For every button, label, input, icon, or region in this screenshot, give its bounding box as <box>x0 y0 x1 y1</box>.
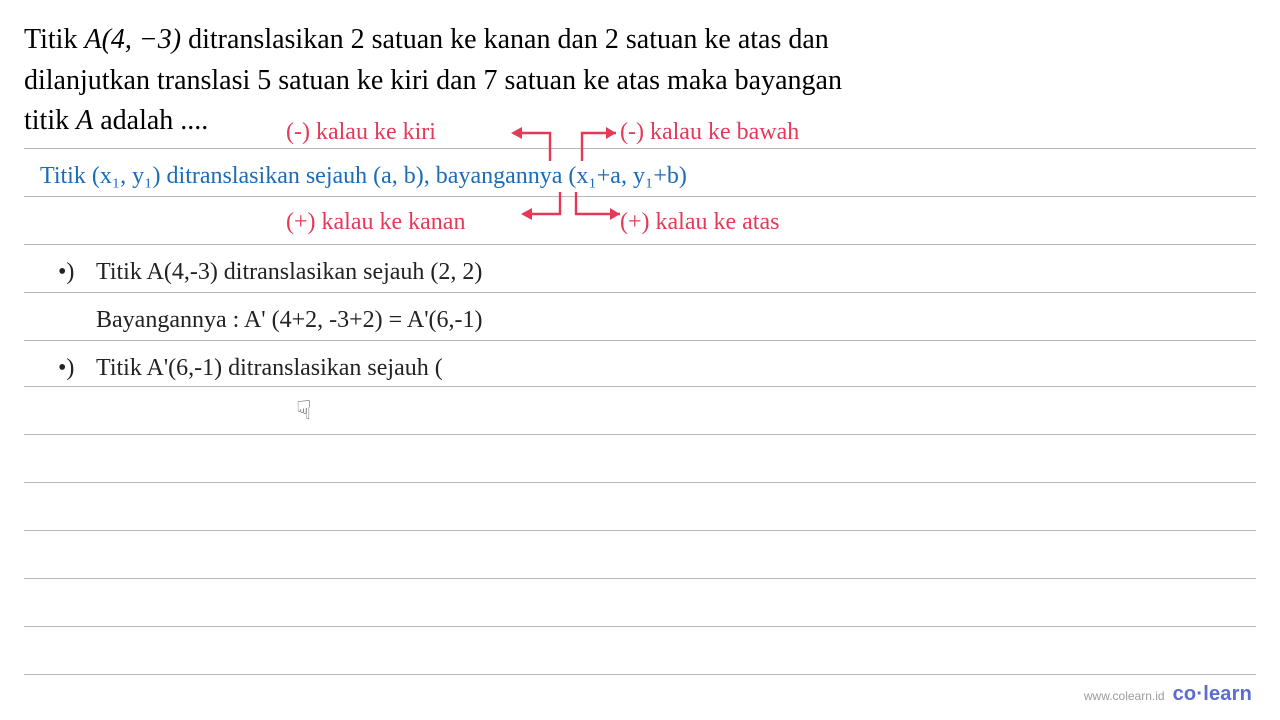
ruled-line <box>24 674 1256 675</box>
ruled-line <box>24 386 1256 387</box>
translation-rule: Titik (x₁, y₁) ditranslasikan sejauh (a,… <box>40 162 687 191</box>
pointer-cursor-icon: ☟ <box>296 396 312 426</box>
step-1-line-2: Bayangannya : A' (4+2, -3+2) = A'(6,-1) <box>96 306 483 335</box>
problem-var-A: A <box>76 105 93 136</box>
problem-l3-after: adalah .... <box>93 105 208 136</box>
page-root: Titik A(4, −3) ditranslasikan 2 satuan k… <box>0 0 1280 720</box>
ruled-line <box>24 196 1256 197</box>
hint-minus-left: (-) kalau ke kiri <box>286 118 436 147</box>
logo-right: learn <box>1203 683 1252 705</box>
hint-minus-right: (-) kalau ke bawah <box>620 118 799 147</box>
ruled-line <box>24 244 1256 245</box>
step-2-line-1: Titik A'(6,-1) ditranslasikan sejauh ( <box>96 354 443 383</box>
ruled-line <box>24 292 1256 293</box>
ruled-line <box>24 148 1256 149</box>
problem-point-A: A(4, −3) <box>84 24 181 55</box>
hint-plus-left: (+) kalau ke kanan <box>286 208 465 237</box>
hint-plus-right: (+) kalau ke atas <box>620 208 779 237</box>
ruled-area: (-) kalau ke kiri (-) kalau ke bawah Tit… <box>0 148 1280 720</box>
bullet-2: •) <box>58 354 74 383</box>
ruled-line <box>24 434 1256 435</box>
ruled-line <box>24 340 1256 341</box>
ruled-line <box>24 578 1256 579</box>
problem-line-1: Titik A(4, −3) ditranslasikan 2 satuan k… <box>24 20 1256 61</box>
logo-left: co <box>1173 683 1197 705</box>
problem-l1-before: Titik <box>24 24 84 55</box>
ruled-line <box>24 482 1256 483</box>
ruled-line <box>24 626 1256 627</box>
problem-l1-after: ditranslasikan 2 satuan ke kanan dan 2 s… <box>181 24 829 55</box>
bullet-1: •) <box>58 258 74 287</box>
branding: www.colearn.id co·learn <box>1084 683 1252 706</box>
problem-line-2: dilanjutkan translasi 5 satuan ke kiri d… <box>24 61 1256 102</box>
step-1-line-1: Titik A(4,-3) ditranslasikan sejauh (2, … <box>96 258 482 287</box>
branding-logo: co·learn <box>1173 683 1252 706</box>
branding-url: www.colearn.id <box>1084 689 1165 703</box>
ruled-line <box>24 530 1256 531</box>
problem-l3-before: titik <box>24 105 76 136</box>
